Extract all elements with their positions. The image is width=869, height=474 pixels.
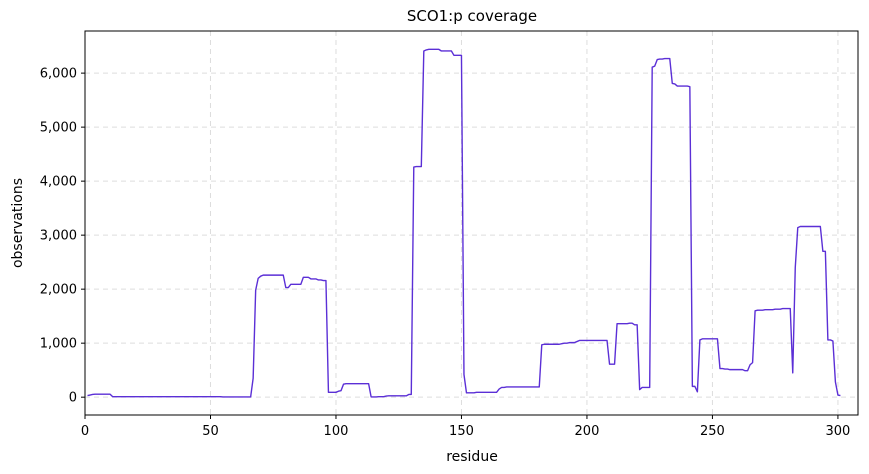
- x-tick-label: 300: [826, 424, 851, 439]
- y-axis-label: observations: [10, 178, 26, 268]
- y-tick-label: 2,000: [40, 283, 77, 298]
- y-tick-label: 0: [69, 391, 77, 406]
- y-tick-label: 1,000: [40, 337, 77, 352]
- x-tick-label: 0: [81, 424, 89, 439]
- x-tick-label: 100: [324, 424, 349, 439]
- x-tick-label: 250: [700, 424, 725, 439]
- chart-title: SCO1:p coverage: [407, 7, 537, 25]
- x-axis: 0 50 100 150 200 250 300: [81, 415, 850, 439]
- y-tick-label: 4,000: [40, 175, 77, 190]
- series-line: [87, 48, 841, 398]
- y-tick-label: 5,000: [40, 121, 77, 136]
- grid: [84, 31, 858, 415]
- plot-frame: [84, 30, 859, 416]
- x-tick-label: 200: [575, 424, 600, 439]
- x-axis-label: residue: [446, 449, 498, 465]
- y-tick-label: 6,000: [40, 67, 77, 82]
- x-tick-label: 150: [449, 424, 474, 439]
- x-tick-label: 50: [202, 424, 219, 439]
- y-axis: 0 1,000 2,000 3,000 4,000 5,000 6,000: [40, 67, 85, 406]
- y-tick-label: 3,000: [40, 229, 77, 244]
